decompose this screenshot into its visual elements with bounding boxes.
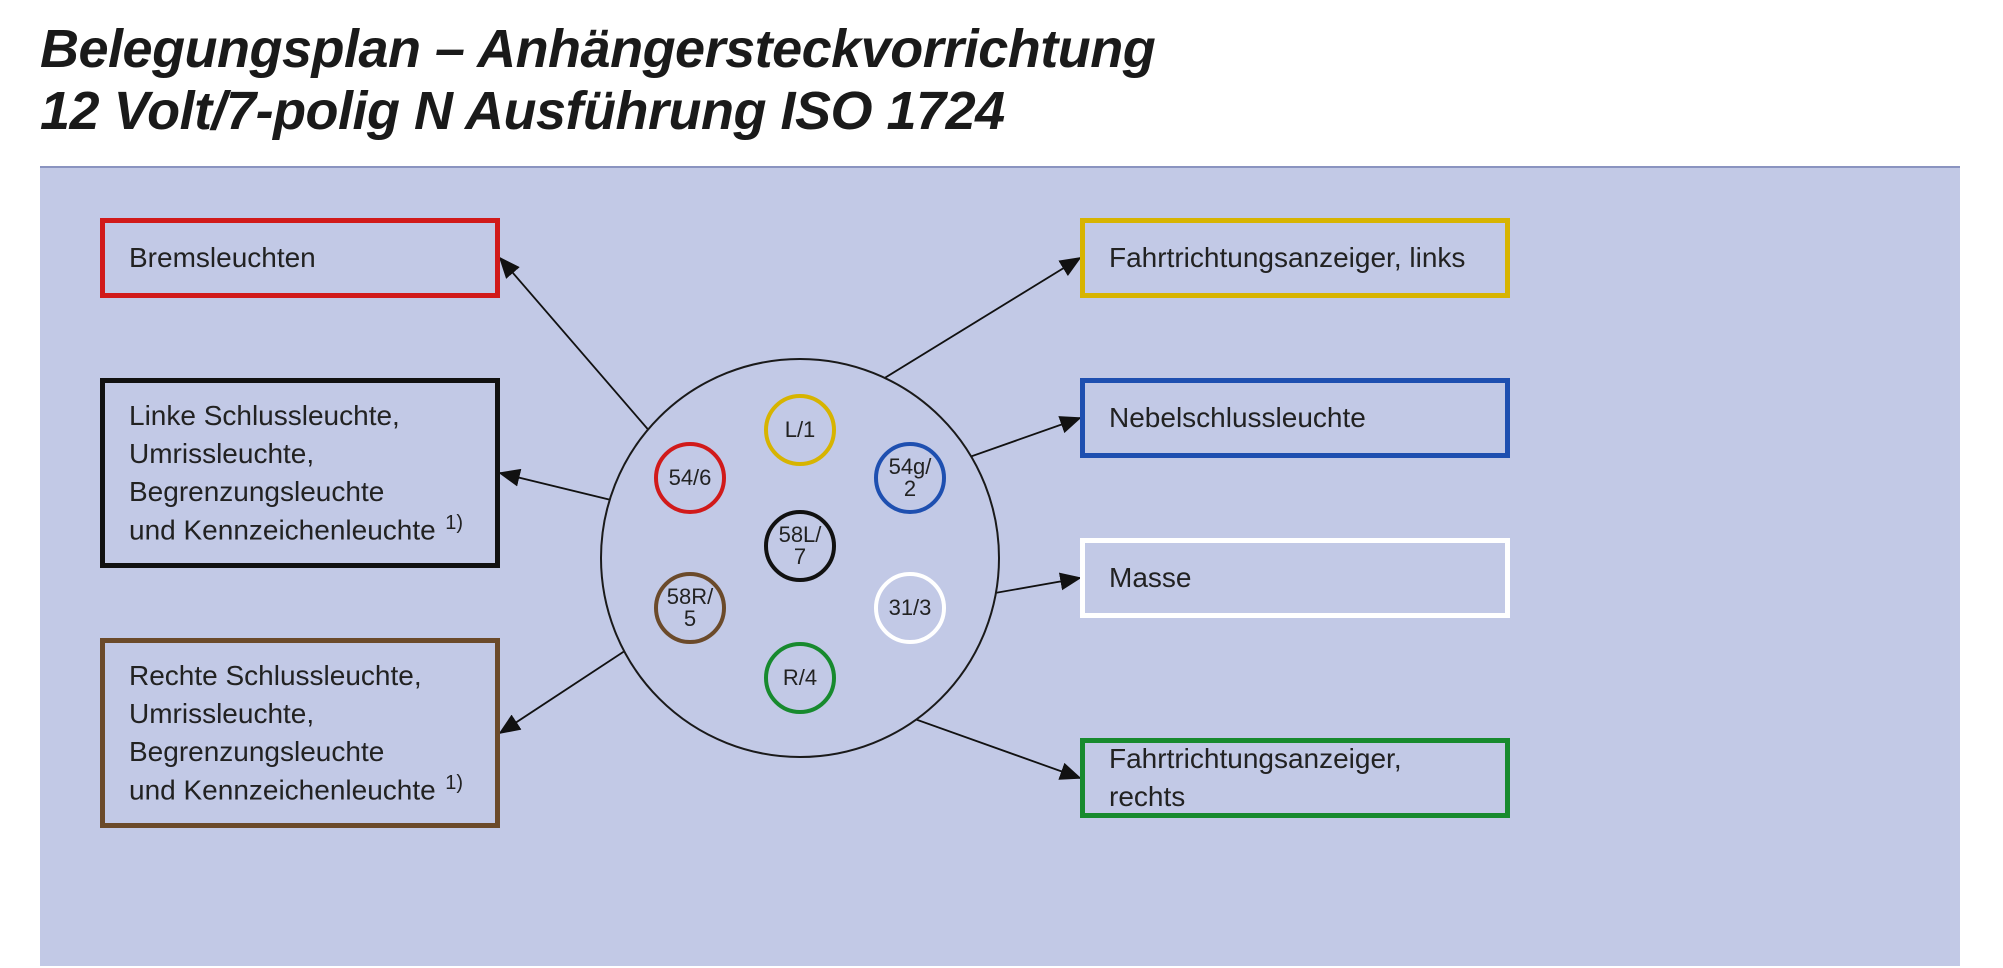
diagram-panel: L/1 54g/2 31/3 R/4 58R/5 54/6 58L/7 Bremsleucht… [40, 166, 1960, 966]
title-block: Belegungsplan – Anhängersteckvorrichtung… [0, 0, 2003, 166]
pin-31_3: 31/3 [874, 572, 946, 644]
box-masse: Masse [1080, 538, 1510, 618]
label-text: Linke Schlussleuchte,Umrissleuchte,Begre… [129, 397, 463, 550]
pin-label: L/1 [785, 419, 816, 441]
label-text: Bremsleuchten [129, 239, 316, 277]
box-blink-l: Fahrtrichtungsanzeiger, links [1080, 218, 1510, 298]
box-rechte: Rechte Schlussleuchte,Umrissleuchte,Begr… [100, 638, 500, 828]
arrow-54_6 [500, 258, 664, 448]
pin-58r5: 58R/5 [654, 572, 726, 644]
pin-r4: R/4 [764, 642, 836, 714]
pin-54_6: 54/6 [654, 442, 726, 514]
pin-label: 58L/ [779, 524, 822, 546]
box-linke: Linke Schlussleuchte,Umrissleuchte,Begre… [100, 378, 500, 568]
footnote-marker: 1) [440, 772, 463, 794]
box-brems: Bremsleuchten [100, 218, 500, 298]
box-nebel: Nebelschlussleuchte [1080, 378, 1510, 458]
label-text: Rechte Schlussleuchte,Umrissleuchte,Begr… [129, 657, 463, 810]
title-line-2: 12 Volt/7-polig N Ausführung ISO 1724 [40, 80, 1963, 142]
title-line-1: Belegungsplan – Anhängersteckvorrichtung [40, 18, 1963, 80]
label-text: Fahrtrichtungsanzeiger, rechts [1109, 740, 1481, 816]
pin-label: 2 [904, 478, 916, 500]
pin-l1: L/1 [764, 394, 836, 466]
pin-label: 5 [684, 608, 696, 630]
box-blink-r: Fahrtrichtungsanzeiger, rechts [1080, 738, 1510, 818]
pin-label: 54g/ [889, 456, 932, 478]
pin-58l7: 58L/7 [764, 510, 836, 582]
label-text: Nebelschlussleuchte [1109, 399, 1366, 437]
label-text: Fahrtrichtungsanzeiger, links [1109, 239, 1465, 277]
pin-54g2: 54g/2 [874, 442, 946, 514]
pin-label: 54/6 [669, 467, 712, 489]
pin-label: R/4 [783, 667, 817, 689]
label-text: Masse [1109, 559, 1191, 597]
pin-label: 31/3 [889, 597, 932, 619]
pin-label: 7 [794, 546, 806, 568]
footnote-marker: 1) [440, 512, 463, 534]
pin-label: 58R/ [667, 586, 713, 608]
